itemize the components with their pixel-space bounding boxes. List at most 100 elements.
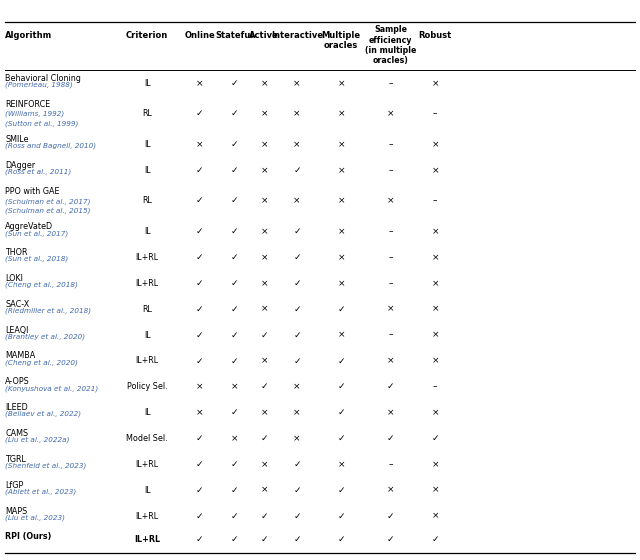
Text: MAMBA: MAMBA bbox=[5, 352, 35, 361]
Text: ×: × bbox=[387, 357, 394, 366]
Text: RL: RL bbox=[142, 305, 152, 314]
Text: ✓: ✓ bbox=[337, 382, 345, 391]
Text: Online: Online bbox=[184, 31, 215, 40]
Text: ×: × bbox=[260, 460, 268, 469]
Text: ✓: ✓ bbox=[293, 305, 301, 314]
Text: DAgger: DAgger bbox=[5, 161, 35, 170]
Text: Policy Sel.: Policy Sel. bbox=[127, 382, 168, 391]
Text: (Ross et al., 2011): (Ross et al., 2011) bbox=[5, 169, 72, 175]
Text: ✓: ✓ bbox=[196, 166, 204, 175]
Text: ILEED: ILEED bbox=[5, 403, 28, 412]
Text: ✓: ✓ bbox=[293, 486, 301, 494]
Text: ✓: ✓ bbox=[196, 357, 204, 366]
Text: ✓: ✓ bbox=[293, 227, 301, 236]
Text: PPO with GAE: PPO with GAE bbox=[5, 188, 60, 197]
Text: ×: × bbox=[260, 166, 268, 175]
Text: ×: × bbox=[431, 227, 439, 236]
Text: ×: × bbox=[196, 408, 204, 417]
Text: IL+RL: IL+RL bbox=[136, 357, 159, 366]
Text: ✓: ✓ bbox=[196, 253, 204, 262]
Text: ✓: ✓ bbox=[196, 512, 204, 521]
Text: (Ablett et al., 2023): (Ablett et al., 2023) bbox=[5, 488, 76, 495]
Text: ✓: ✓ bbox=[431, 434, 439, 443]
Text: ×: × bbox=[387, 305, 394, 314]
Text: ✓: ✓ bbox=[293, 460, 301, 469]
Text: ✓: ✓ bbox=[196, 434, 204, 443]
Text: Sample
efficiency
(in multiple
oracles): Sample efficiency (in multiple oracles) bbox=[365, 25, 416, 66]
Text: LOKI: LOKI bbox=[5, 274, 23, 283]
Text: ✓: ✓ bbox=[230, 357, 238, 366]
Text: TGRL: TGRL bbox=[5, 455, 26, 464]
Text: Multiple
oracles: Multiple oracles bbox=[321, 31, 361, 50]
Text: CAMS: CAMS bbox=[5, 429, 28, 438]
Text: ×: × bbox=[230, 434, 238, 443]
Text: ×: × bbox=[337, 140, 345, 150]
Text: ×: × bbox=[337, 196, 345, 205]
Text: (Schulman et al., 2015): (Schulman et al., 2015) bbox=[5, 208, 91, 214]
Text: (Ross and Bagnell, 2010): (Ross and Bagnell, 2010) bbox=[5, 143, 96, 150]
Text: Behavioral Cloning: Behavioral Cloning bbox=[5, 74, 81, 83]
Text: ✓: ✓ bbox=[230, 279, 238, 288]
Text: THOR: THOR bbox=[5, 248, 28, 257]
Text: ✓: ✓ bbox=[230, 460, 238, 469]
Text: ✓: ✓ bbox=[293, 512, 301, 521]
Text: ×: × bbox=[387, 408, 394, 417]
Text: AggreVateD: AggreVateD bbox=[5, 222, 53, 231]
Text: ×: × bbox=[196, 382, 204, 391]
Text: ×: × bbox=[260, 408, 268, 417]
Text: –: – bbox=[388, 460, 393, 469]
Text: ×: × bbox=[293, 109, 301, 118]
Text: SMILe: SMILe bbox=[5, 135, 29, 144]
Text: Active: Active bbox=[250, 31, 279, 40]
Text: –: – bbox=[388, 166, 393, 175]
Text: (Cheng et al., 2018): (Cheng et al., 2018) bbox=[5, 282, 78, 288]
Text: ×: × bbox=[431, 408, 439, 417]
Text: (Schulman et al., 2017): (Schulman et al., 2017) bbox=[5, 198, 91, 204]
Text: ✓: ✓ bbox=[337, 305, 345, 314]
Text: ×: × bbox=[431, 357, 439, 366]
Text: ✓: ✓ bbox=[260, 330, 268, 339]
Text: ✓: ✓ bbox=[196, 486, 204, 494]
Text: ×: × bbox=[337, 330, 345, 339]
Text: (Brantley et al., 2020): (Brantley et al., 2020) bbox=[5, 333, 85, 340]
Text: ×: × bbox=[196, 79, 204, 88]
Text: MAPS: MAPS bbox=[5, 506, 28, 516]
Text: ×: × bbox=[230, 382, 238, 391]
Text: ×: × bbox=[260, 253, 268, 262]
Text: ✓: ✓ bbox=[230, 253, 238, 262]
Text: ✓: ✓ bbox=[230, 512, 238, 521]
Text: IL: IL bbox=[144, 408, 150, 417]
Text: (Sun et al., 2018): (Sun et al., 2018) bbox=[5, 256, 68, 263]
Text: ✓: ✓ bbox=[260, 535, 268, 544]
Text: Algorithm: Algorithm bbox=[5, 31, 52, 40]
Text: ×: × bbox=[293, 382, 301, 391]
Text: ×: × bbox=[260, 227, 268, 236]
Text: ×: × bbox=[431, 330, 439, 339]
Text: ×: × bbox=[431, 79, 439, 88]
Text: ×: × bbox=[260, 79, 268, 88]
Text: ✓: ✓ bbox=[337, 408, 345, 417]
Text: (Williams, 1992): (Williams, 1992) bbox=[5, 111, 65, 118]
Text: Criterion: Criterion bbox=[126, 31, 168, 40]
Text: (Konyushova et al., 2021): (Konyushova et al., 2021) bbox=[5, 385, 99, 391]
Text: –: – bbox=[388, 253, 393, 262]
Text: ✓: ✓ bbox=[196, 460, 204, 469]
Text: ✓: ✓ bbox=[230, 140, 238, 150]
Text: ×: × bbox=[337, 227, 345, 236]
Text: ×: × bbox=[431, 512, 439, 521]
Text: RL: RL bbox=[142, 196, 152, 205]
Text: IL+RL: IL+RL bbox=[134, 535, 160, 544]
Text: ✓: ✓ bbox=[230, 166, 238, 175]
Text: ×: × bbox=[431, 140, 439, 150]
Text: LfGP: LfGP bbox=[5, 480, 24, 489]
Text: (Sun et al., 2017): (Sun et al., 2017) bbox=[5, 230, 68, 236]
Text: RPI (Ours): RPI (Ours) bbox=[5, 532, 51, 541]
Text: ✓: ✓ bbox=[230, 109, 238, 118]
Text: ×: × bbox=[431, 166, 439, 175]
Text: ✓: ✓ bbox=[196, 330, 204, 339]
Text: ✓: ✓ bbox=[230, 196, 238, 205]
Text: (Shenfeld et al., 2023): (Shenfeld et al., 2023) bbox=[5, 463, 86, 469]
Text: ✓: ✓ bbox=[293, 166, 301, 175]
Text: ×: × bbox=[387, 109, 394, 118]
Text: –: – bbox=[388, 227, 393, 236]
